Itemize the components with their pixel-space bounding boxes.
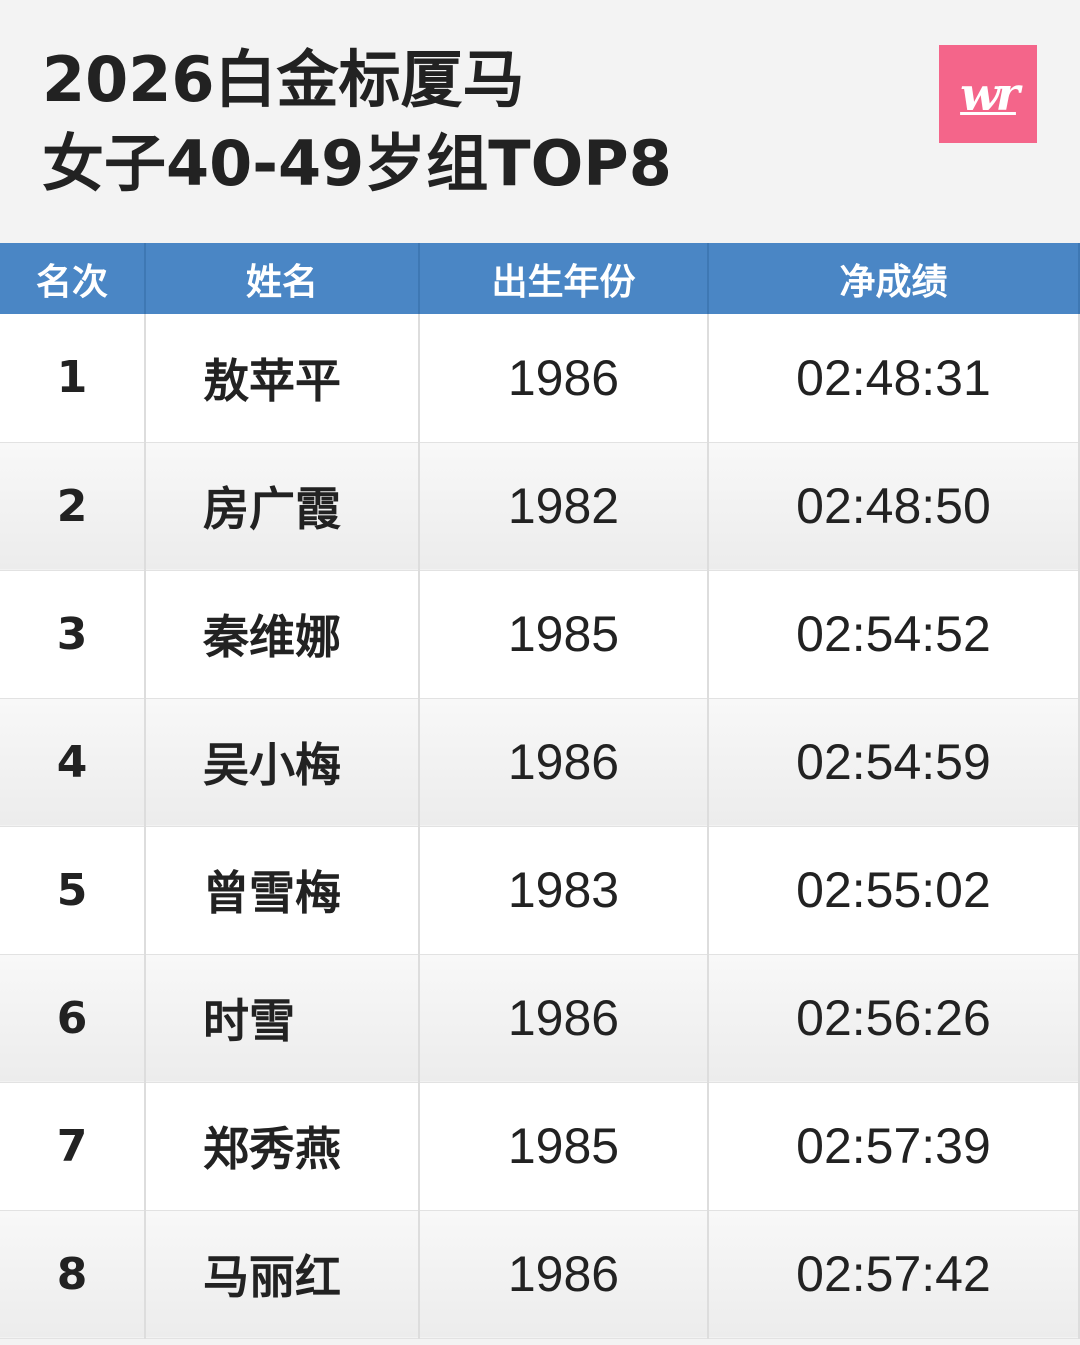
cell-birth-year: 1985 (419, 1082, 709, 1211)
cell-net-time: 02:48:31 (708, 314, 1080, 443)
table-row: 2 房广霞 1982 02:48:50 (0, 442, 1080, 571)
cell-name: 曾雪梅 (145, 826, 420, 955)
wr-logo: wr (939, 45, 1037, 143)
cell-net-time: 02:57:42 (708, 1210, 1080, 1339)
cell-net-time: 02:48:50 (708, 442, 1080, 571)
cell-name: 吴小梅 (145, 698, 420, 827)
cell-rank: 6 (0, 954, 146, 1083)
title-line-2: 女子40-49岁组TOP8 (42, 127, 672, 200)
cell-rank: 2 (0, 442, 146, 571)
results-table: 名次 姓名 出生年份 净成绩 1 敖苹平 1986 02:48:31 2 房广霞 1982 0… (0, 243, 1080, 1339)
cell-name: 时雪 (145, 954, 420, 1083)
cell-net-time: 02:54:59 (708, 698, 1080, 827)
cell-rank: 3 (0, 570, 146, 699)
cell-name: 郑秀燕 (145, 1082, 420, 1211)
cell-birth-year: 1986 (419, 954, 709, 1083)
cell-name: 马丽红 (145, 1210, 420, 1339)
cell-rank: 7 (0, 1082, 146, 1211)
cell-birth-year: 1982 (419, 442, 709, 571)
cell-rank: 8 (0, 1210, 146, 1339)
cell-rank: 4 (0, 698, 146, 827)
cell-rank: 5 (0, 826, 146, 955)
table-row: 4 吴小梅 1986 02:54:59 (0, 698, 1080, 827)
cell-net-time: 02:55:02 (708, 826, 1080, 955)
cell-birth-year: 1986 (419, 314, 709, 443)
header-net-time: 净成绩 (708, 243, 1080, 314)
cell-net-time: 02:57:39 (708, 1082, 1080, 1211)
table-row: 3 秦维娜 1985 02:54:52 (0, 570, 1080, 699)
cell-net-time: 02:56:26 (708, 954, 1080, 1083)
header-rank: 名次 (0, 243, 146, 314)
cell-rank: 1 (0, 314, 146, 443)
header-name: 姓名 (145, 243, 420, 314)
header-birth-year: 出生年份 (419, 243, 709, 314)
table-row: 8 马丽红 1986 02:57:42 (0, 1210, 1080, 1339)
title-line-1: 2026白金标厦马 (42, 43, 525, 116)
cell-birth-year: 1986 (419, 698, 709, 827)
table-row: 5 曾雪梅 1983 02:55:02 (0, 826, 1080, 955)
cell-birth-year: 1985 (419, 570, 709, 699)
table-row: 6 时雪 1986 02:56:26 (0, 954, 1080, 1083)
cell-net-time: 02:54:52 (708, 570, 1080, 699)
cell-name: 房广霞 (145, 442, 420, 571)
table-header: 名次 姓名 出生年份 净成绩 (0, 243, 1080, 314)
table-row: 1 敖苹平 1986 02:48:31 (0, 314, 1080, 443)
cell-birth-year: 1983 (419, 826, 709, 955)
cell-birth-year: 1986 (419, 1210, 709, 1339)
page-title: 2026白金标厦马 女子40-49岁组TOP8 (42, 38, 672, 206)
table-row: 7 郑秀燕 1985 02:57:39 (0, 1082, 1080, 1211)
cell-name: 秦维娜 (145, 570, 420, 699)
cell-name: 敖苹平 (145, 314, 420, 443)
